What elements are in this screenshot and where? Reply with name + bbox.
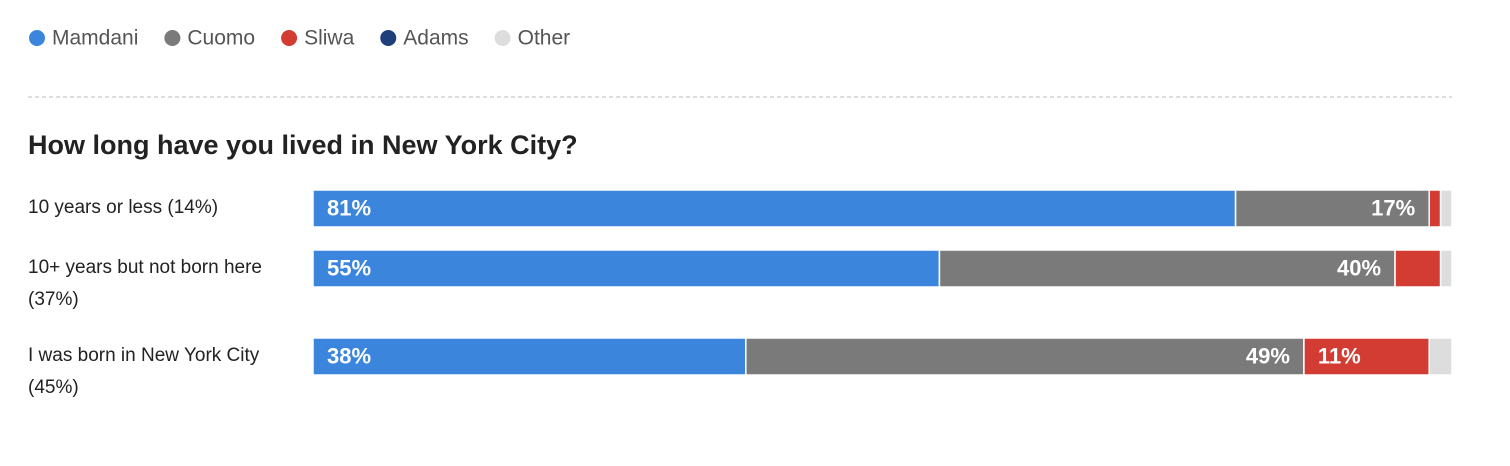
bar-segment (745, 337, 1305, 376)
data-label: 11% (1318, 343, 1361, 368)
bar-segment (1439, 189, 1453, 228)
data-label: 40% (1337, 255, 1381, 280)
bar-segment (1234, 189, 1430, 228)
bar-segment (938, 249, 1396, 288)
category-label: 10 years or less (14%) (28, 197, 219, 218)
data-label: 81% (327, 195, 371, 220)
data-label: 17% (1371, 195, 1415, 220)
bar-segment (1428, 337, 1453, 376)
legend-swatch (380, 30, 397, 46)
legend-label: Other (518, 27, 571, 50)
data-label: 49% (1246, 343, 1290, 368)
bar-segment (1428, 189, 1442, 228)
data-label: 55% (327, 255, 371, 280)
bar-segment (1439, 249, 1453, 288)
legend-label: Mamdani (52, 27, 138, 50)
legend-swatch (494, 30, 511, 46)
category-label: I was born in New York City (45%) (28, 345, 260, 398)
bar-segment (312, 249, 941, 288)
bar-segment (312, 337, 747, 376)
bar-segment (1394, 249, 1442, 288)
data-label: 38% (327, 343, 371, 368)
legend-label: Sliwa (304, 27, 355, 50)
legend-swatch (29, 30, 45, 46)
bar-segment (312, 189, 1237, 228)
legend-swatch (281, 30, 298, 46)
legend-swatch (164, 30, 181, 46)
legend-label: Cuomo (187, 27, 255, 50)
legend-label: Adams (403, 27, 468, 50)
category-label: 10+ years but not born here (37%) (28, 257, 262, 310)
chart-title: How long have you lived in New York City… (28, 130, 578, 160)
